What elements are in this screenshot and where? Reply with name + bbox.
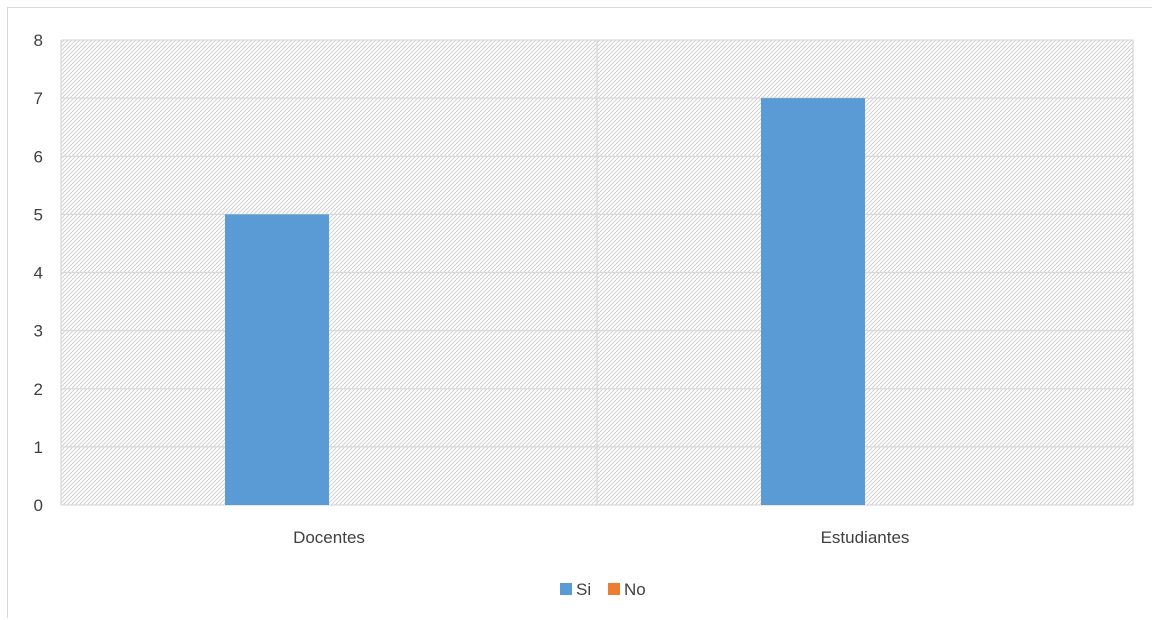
x-tick-label: Estudiantes bbox=[821, 528, 910, 547]
x-tick-label: Docentes bbox=[293, 528, 365, 547]
chart-frame bbox=[7, 7, 1152, 618]
y-tick-label: 5 bbox=[34, 205, 43, 224]
legend-swatch-si bbox=[560, 583, 572, 595]
y-tick-label: 0 bbox=[34, 496, 43, 515]
bar-si-estudiantes bbox=[761, 98, 865, 505]
y-tick-label: 2 bbox=[34, 380, 43, 399]
y-tick-label: 7 bbox=[34, 89, 43, 108]
y-tick-label: 6 bbox=[34, 147, 43, 166]
y-tick-label: 3 bbox=[34, 322, 43, 341]
legend-label-no: No bbox=[624, 580, 646, 599]
y-tick-label: 1 bbox=[34, 438, 43, 457]
legend-label-si: Si bbox=[576, 580, 591, 599]
legend-swatch-no bbox=[608, 583, 620, 595]
y-tick-label: 4 bbox=[34, 264, 43, 283]
bar-si-docentes bbox=[225, 214, 329, 505]
y-tick-label: 8 bbox=[34, 31, 43, 50]
